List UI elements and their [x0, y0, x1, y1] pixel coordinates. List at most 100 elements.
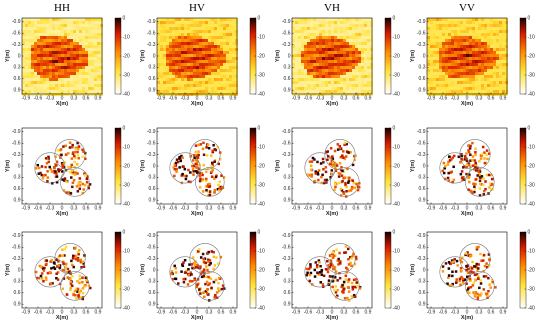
pixel [178, 27, 181, 30]
pixel [444, 165, 447, 168]
pixel [223, 42, 226, 45]
pixel [192, 170, 195, 173]
pixel [181, 21, 184, 24]
pixel [337, 90, 340, 93]
pixel [235, 81, 238, 84]
pixel [304, 81, 307, 84]
pixel [100, 24, 103, 27]
pixel [301, 27, 304, 30]
pixel [451, 45, 454, 48]
pixel [454, 66, 457, 69]
pixel [349, 21, 352, 24]
pixel [487, 45, 490, 48]
pixel [163, 33, 166, 36]
pixel [181, 42, 184, 45]
pixel [61, 78, 64, 81]
pixel [49, 66, 52, 69]
pixel [199, 78, 202, 81]
pixel [209, 262, 212, 265]
pixel [358, 87, 361, 90]
pixel [482, 193, 485, 196]
pixel [88, 18, 91, 21]
pixel [46, 87, 49, 90]
pixel [339, 262, 342, 265]
pixel [322, 27, 325, 30]
pixel [493, 54, 496, 57]
pixel [469, 69, 472, 72]
pixel [223, 57, 226, 60]
pixel [55, 63, 58, 66]
x-tick-label: -0.6 [304, 95, 313, 101]
pixel [88, 90, 91, 93]
pixel [64, 145, 67, 148]
pixel [335, 249, 338, 252]
pixel [166, 42, 169, 45]
pixel [73, 18, 76, 21]
pixel [55, 39, 58, 42]
pixel [436, 27, 439, 30]
pixel [61, 87, 64, 90]
pixel [472, 87, 475, 90]
pixel [211, 27, 214, 30]
pixel [430, 30, 433, 33]
pixel [97, 90, 100, 93]
pixel [496, 48, 499, 51]
pixel [232, 63, 235, 66]
pixel [211, 87, 214, 90]
y-tick-label: 0.6 [284, 186, 291, 192]
pixel [187, 72, 190, 75]
pixel [358, 66, 361, 69]
pixel [460, 27, 463, 30]
pixel [190, 81, 193, 84]
pixel [463, 45, 466, 48]
pixel [442, 265, 445, 268]
pixel [50, 282, 53, 285]
pixel [430, 39, 433, 42]
pixel [181, 90, 184, 93]
pixel [341, 170, 344, 173]
pixel [175, 24, 178, 27]
pixel [40, 66, 43, 69]
pixel [457, 75, 460, 78]
pixel [298, 57, 301, 60]
pixel [163, 57, 166, 60]
pixel [76, 24, 79, 27]
pixel [499, 84, 502, 87]
pixel [322, 36, 325, 39]
pixel [181, 33, 184, 36]
pixel [436, 84, 439, 87]
pixel [157, 54, 160, 57]
pixel [481, 66, 484, 69]
pixel [204, 283, 207, 286]
pixel [232, 45, 235, 48]
pixel [226, 81, 229, 84]
pixel [229, 30, 232, 33]
pixel [430, 27, 433, 30]
pixel [488, 283, 491, 286]
pixel [436, 63, 439, 66]
pixel [71, 164, 74, 167]
pixel [202, 21, 205, 24]
pixel [486, 158, 489, 161]
pixel [58, 36, 61, 39]
pixel [328, 63, 331, 66]
pixel [337, 45, 340, 48]
pixel [481, 78, 484, 81]
pixel [358, 36, 361, 39]
pixel [232, 81, 235, 84]
pixel [350, 257, 353, 260]
pixel [70, 30, 73, 33]
pixel [454, 24, 457, 27]
pixel [181, 24, 184, 27]
pixel [178, 51, 181, 54]
pixel [343, 78, 346, 81]
pixel [61, 164, 64, 167]
pixel [448, 21, 451, 24]
pixel [97, 72, 100, 75]
pixel [172, 57, 175, 60]
pixel [73, 51, 76, 54]
pixel [22, 54, 25, 57]
pixel [445, 75, 448, 78]
pixel [325, 30, 328, 33]
pixel [235, 87, 238, 90]
